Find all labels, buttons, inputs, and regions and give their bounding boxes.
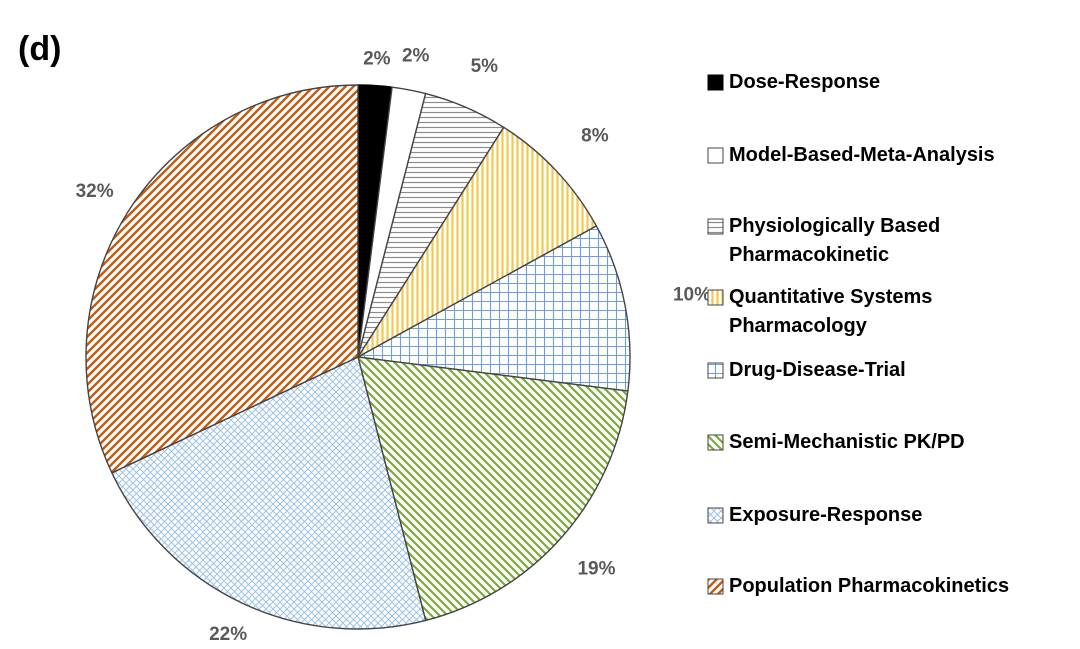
legend-item-quantitative-systems-pharmacology: Quantitative Systems Pharmacology bbox=[707, 286, 932, 337]
legend-item-drug-disease-trial: Drug-Disease-Trial bbox=[707, 359, 906, 381]
legend-swatch-quantitative-systems-pharmacology bbox=[707, 289, 724, 306]
legend-item-population-pharmacokinetics: Population Pharmacokinetics bbox=[707, 575, 1009, 597]
legend-item-dose-response: Dose-Response bbox=[707, 71, 880, 93]
slice-drug-disease-trial bbox=[357, 225, 631, 392]
legend-swatch-drug-disease-trial bbox=[707, 362, 724, 379]
legend-swatch-dose-response bbox=[707, 74, 724, 91]
percent-label-drug-disease-trial: 10% bbox=[673, 284, 711, 305]
pie-percent-labels: 2% 2% 5% 8% 10% 19% 22% 32% bbox=[76, 46, 712, 646]
pie-slices bbox=[85, 84, 631, 630]
legend-label-dose-response: Dose-Response bbox=[729, 71, 880, 93]
legend-swatch-semi-mechanistic-pk-pd bbox=[707, 434, 724, 451]
percent-label-physiologically-based-pharmacokinetic: 5% bbox=[471, 56, 499, 77]
legend-label-population-pharmacokinetics: Population Pharmacokinetics bbox=[729, 575, 1009, 597]
legend-swatch-model-based-meta-analysis bbox=[707, 147, 724, 164]
legend-label-quantitative-systems-pharmacology-line-1: Quantitative Systems bbox=[729, 286, 932, 308]
slice-population-pharmacokinetics bbox=[85, 84, 359, 474]
legend-label-quantitative-systems-pharmacology-line-2: Pharmacology bbox=[729, 315, 868, 337]
percent-label-population-pharmacokinetics: 32% bbox=[76, 181, 114, 202]
percent-label-dose-response: 2% bbox=[363, 49, 391, 70]
slice-semi-mechanistic-pk-pd bbox=[357, 356, 629, 622]
legend-swatch-exposure-response bbox=[707, 507, 724, 524]
percent-label-model-based-meta-analysis: 2% bbox=[402, 46, 430, 67]
legend-label-semi-mechanistic-pk-pd: Semi-Mechanistic PK/PD bbox=[729, 431, 965, 453]
slice-exposure-response bbox=[111, 356, 427, 630]
legend-item-model-based-meta-analysis: Model-Based-Meta-Analysis bbox=[707, 144, 995, 166]
percent-label-exposure-response: 22% bbox=[209, 624, 247, 645]
legend-item-exposure-response: Exposure-Response bbox=[707, 504, 922, 526]
panel-label: (d) bbox=[18, 30, 61, 68]
percent-label-semi-mechanistic-pk-pd: 19% bbox=[577, 558, 615, 579]
slice-quantitative-systems-pharmacology bbox=[357, 126, 598, 358]
legend-label-physiologically-based-pharmacokinetic-line-1: Physiologically Based bbox=[729, 215, 940, 237]
legend-swatch-physiologically-based-pharmacokinetic bbox=[707, 218, 724, 235]
legend-label-model-based-meta-analysis: Model-Based-Meta-Analysis bbox=[729, 144, 995, 166]
legend-swatch-population-pharmacokinetics bbox=[707, 578, 724, 595]
percent-label-quantitative-systems-pharmacology: 8% bbox=[581, 126, 609, 147]
legend-item-physiologically-based-pharmacokinetic: Physiologically Based Pharmacokinetic bbox=[707, 215, 940, 266]
legend-label-physiologically-based-pharmacokinetic-line-2: Pharmacokinetic bbox=[729, 244, 889, 266]
legend-label-exposure-response: Exposure-Response bbox=[729, 504, 922, 526]
legend-item-semi-mechanistic-pk-pd: Semi-Mechanistic PK/PD bbox=[707, 431, 965, 453]
legend: Dose-Response Model-Based-Meta-Analysis Ph… bbox=[707, 71, 1009, 597]
legend-label-drug-disease-trial: Drug-Disease-Trial bbox=[729, 359, 906, 381]
